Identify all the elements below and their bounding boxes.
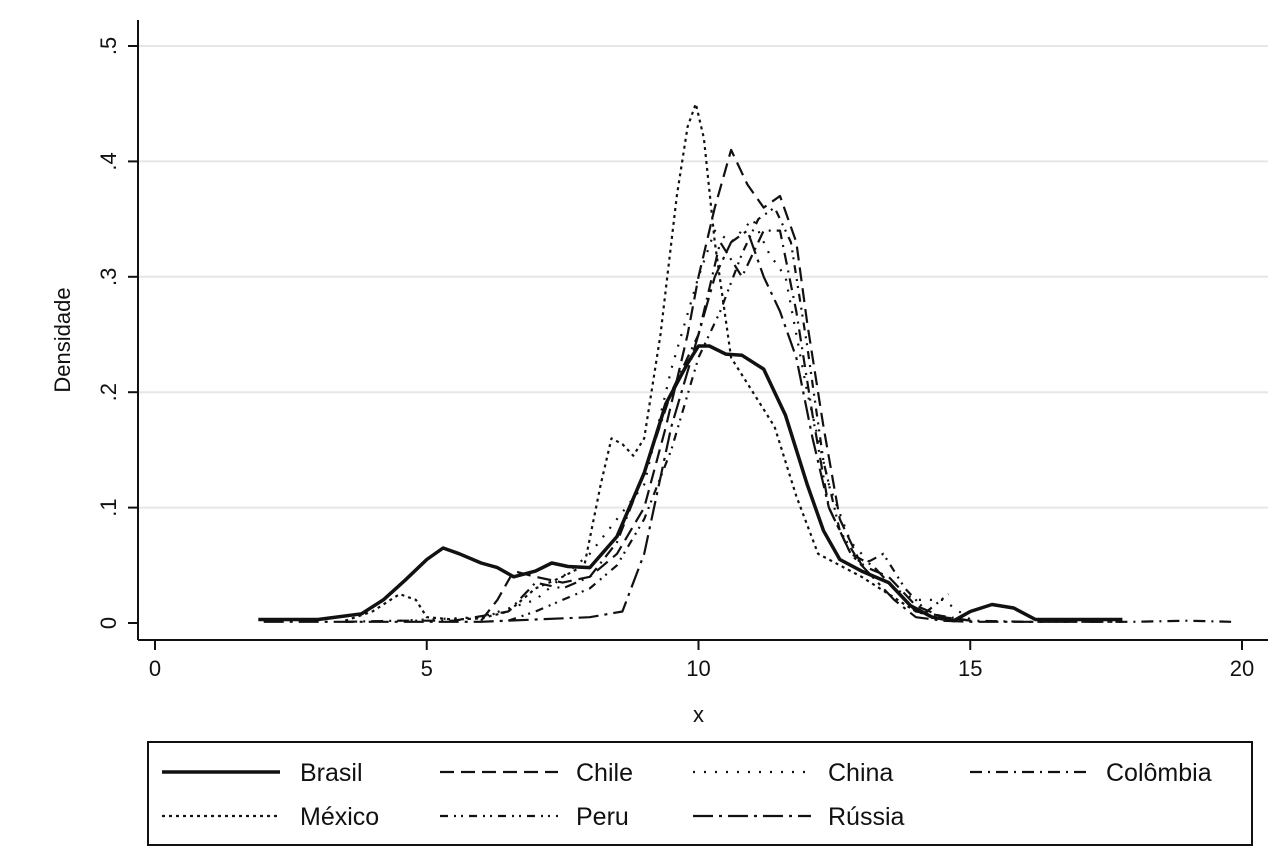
x-tick-label: 20 (1230, 656, 1254, 681)
x-axis-title: x (693, 702, 704, 727)
legend-label-chile: Chile (576, 759, 633, 787)
x-tick-label: 0 (149, 656, 161, 681)
x-tick-label: 10 (686, 656, 710, 681)
series-line-brasil (258, 344, 1123, 623)
y-tick-label: .3 (96, 268, 121, 286)
y-axis-title: Densidade (50, 287, 75, 392)
legend-label-mexico: México (300, 803, 379, 831)
y-tick-label: .5 (96, 37, 121, 55)
y-tick-label: .2 (96, 383, 121, 401)
y-tick-label: .4 (96, 152, 121, 170)
legend-label-colombia: Colômbia (1106, 759, 1212, 787)
series-line-russia (263, 229, 1123, 623)
legend-label-peru: Peru (576, 803, 629, 831)
legend-label-russia: Rússia (828, 803, 905, 831)
series-line-colombia (345, 229, 1232, 623)
y-tick-label: .1 (96, 498, 121, 516)
x-tick-label: 5 (421, 656, 433, 681)
legend-label-china: China (828, 759, 893, 787)
grid-lines (138, 8, 1268, 640)
y-tick-label: 0 (96, 617, 121, 629)
axes: 0 .1 .2 .3 .4 .5 0 5 10 15 20 (96, 20, 1268, 681)
legend-label-brasil: Brasil (300, 759, 363, 787)
plot-area (138, 8, 1268, 640)
series-lines (258, 102, 1232, 623)
legend: Brasil Chile China Colômbia México Peru Rússia (147, 741, 1253, 846)
series-line-peru (507, 206, 950, 622)
x-tick-label: 15 (958, 656, 982, 681)
legend-box (147, 741, 1253, 846)
